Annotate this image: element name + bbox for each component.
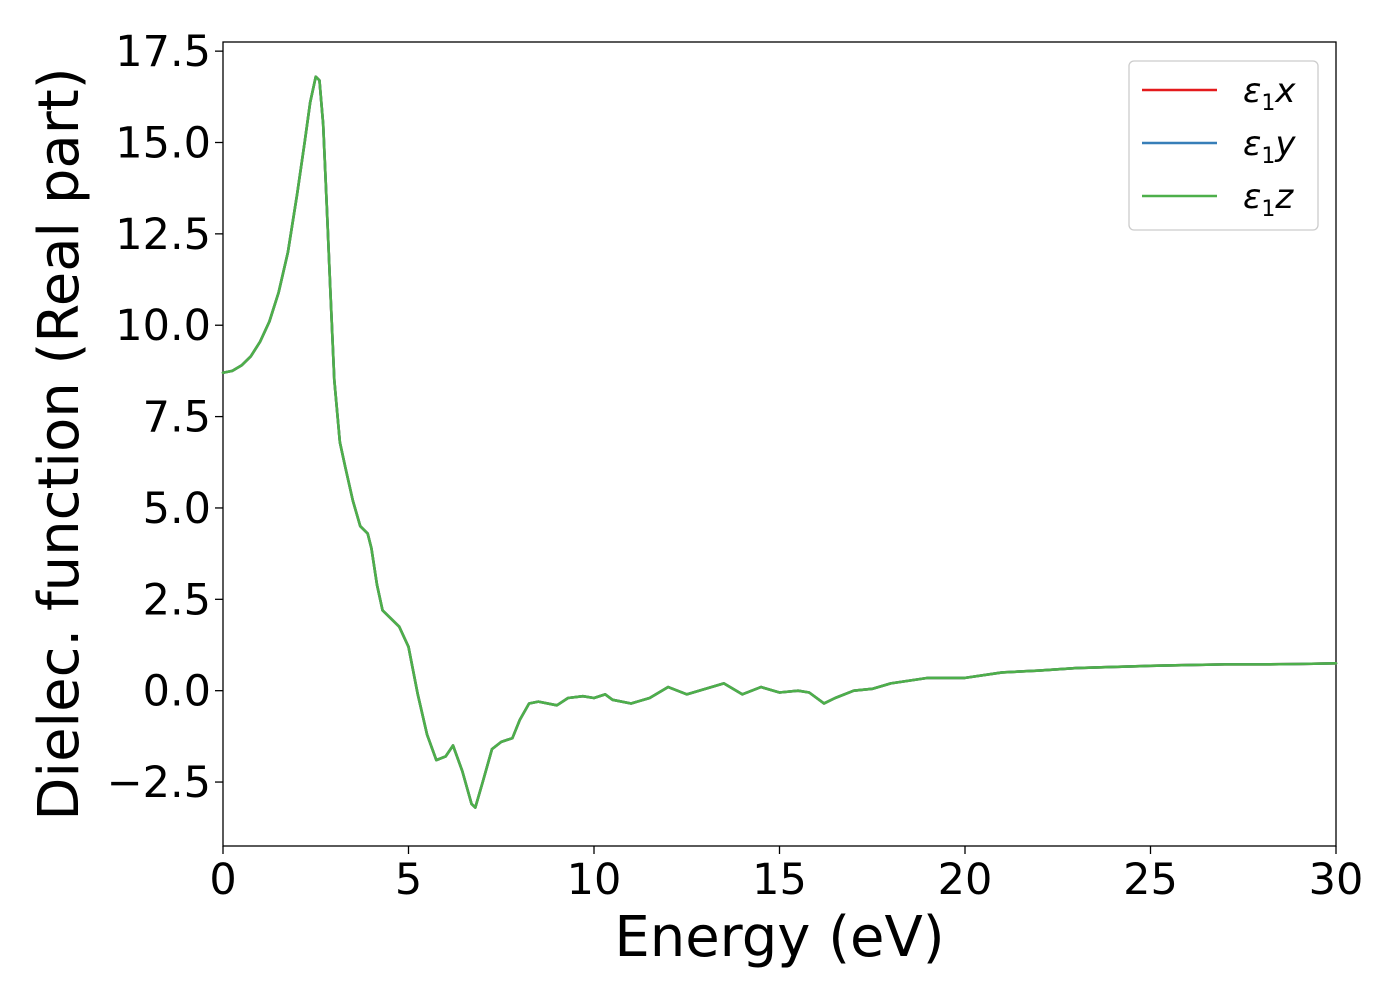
- x-tick-label: 10: [567, 855, 622, 905]
- y-axis: −2.5 0.0 2.5 5.0 7.5 10.0 12.5 15.0 17.5: [107, 27, 223, 808]
- legend-component: x: [1274, 71, 1296, 111]
- x-tick-label: 15: [752, 855, 807, 905]
- x-axis: 0 5 10 15 20 25 30: [209, 846, 1363, 905]
- y-tick-label: 5.0: [143, 484, 211, 534]
- legend-component: y: [1274, 124, 1296, 164]
- y-tick-label: 7.5: [143, 393, 211, 443]
- x-tick-label: 0: [209, 855, 236, 905]
- x-tick-label: 25: [1123, 855, 1178, 905]
- legend-epsilon: ε: [1243, 71, 1261, 111]
- legend-subscript: 1: [1261, 91, 1275, 116]
- series-layer: [221, 75, 1338, 809]
- x-tick-label: 20: [938, 855, 993, 905]
- y-axis-title: Dielec. function (Real part): [27, 67, 92, 820]
- legend-subscript: 1: [1261, 144, 1275, 169]
- legend-component: z: [1274, 177, 1294, 217]
- legend-frame: [1128, 60, 1319, 231]
- y-tick-label: 15.0: [115, 119, 211, 169]
- y-tick-label: 2.5: [143, 575, 211, 625]
- legend-subscript: 1: [1261, 197, 1275, 222]
- y-tick-label: −2.5: [107, 758, 211, 808]
- y-tick-label: 10.0: [115, 301, 211, 351]
- legend-epsilon: ε: [1243, 124, 1261, 164]
- y-tick-label: 17.5: [115, 27, 211, 77]
- series-line-z: [221, 75, 1338, 809]
- legend-epsilon: ε: [1243, 177, 1261, 217]
- legend-label-y: ε1y: [1243, 124, 1296, 169]
- x-tick-label: 5: [395, 855, 422, 905]
- legend-label-x: ε1x: [1243, 71, 1296, 116]
- x-tick-label: 30: [1309, 855, 1364, 905]
- y-tick-label: 12.5: [115, 210, 211, 260]
- legend-label-z: ε1z: [1243, 177, 1294, 222]
- x-axis-title: Energy (eV): [614, 905, 944, 970]
- y-tick-label: 0.0: [143, 667, 211, 717]
